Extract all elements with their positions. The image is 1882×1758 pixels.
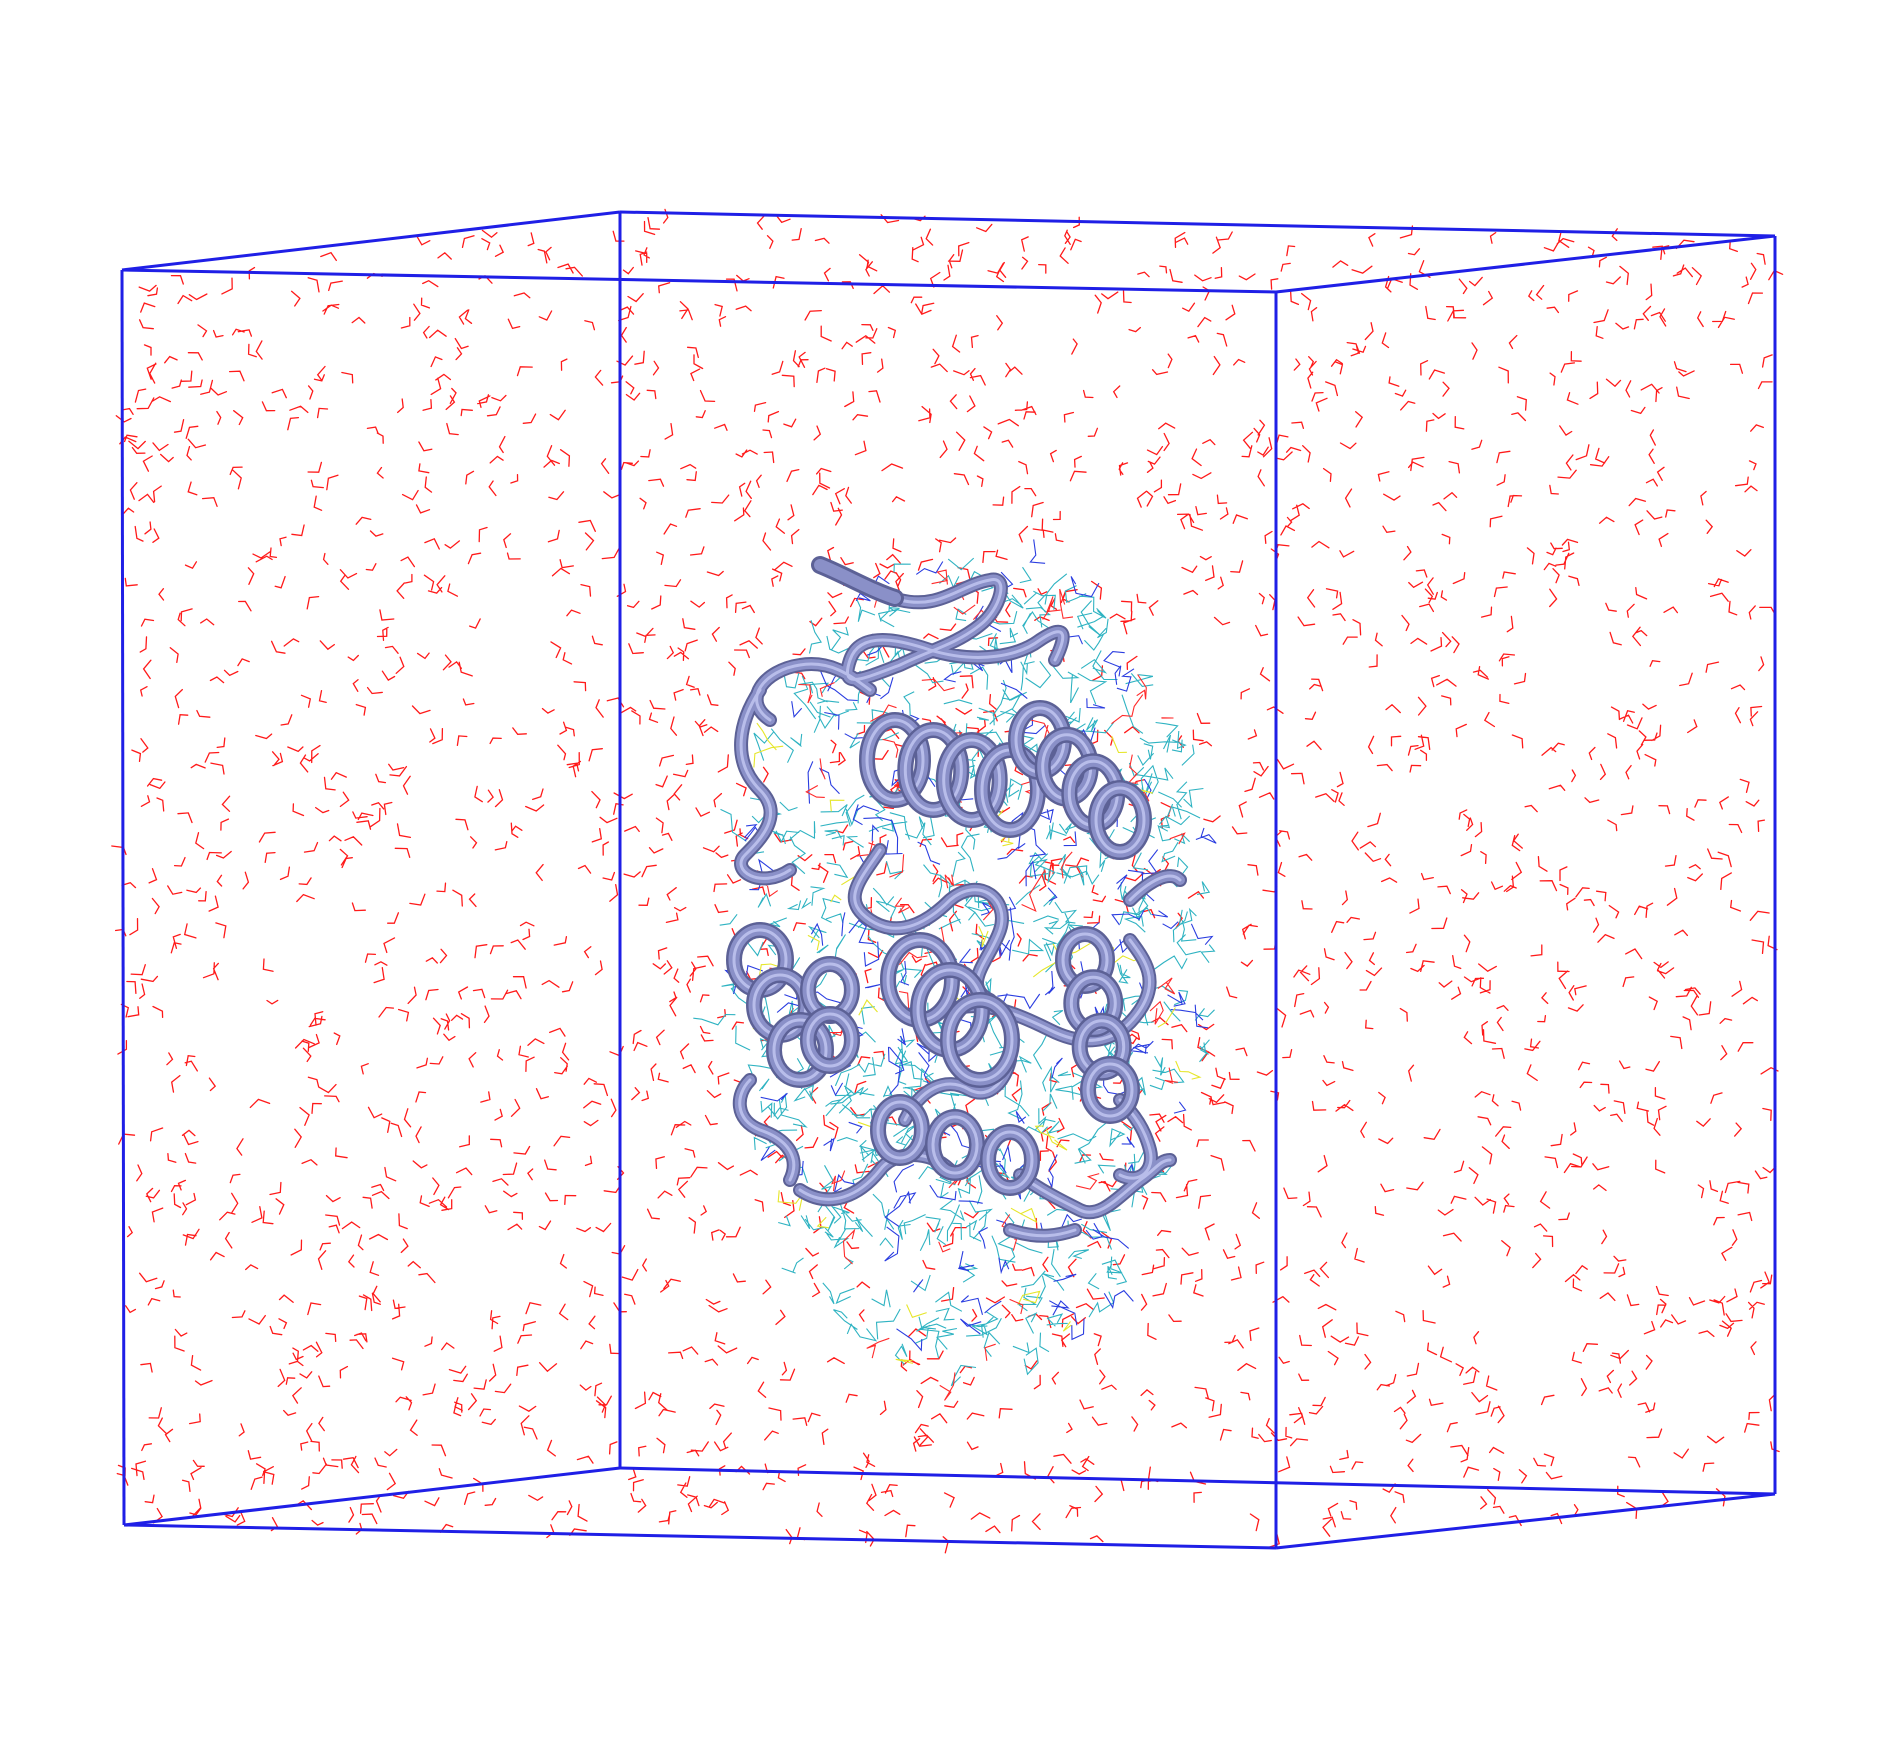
box-edge-8 bbox=[121, 210, 621, 272]
box-edge-0 bbox=[121, 268, 1277, 294]
box-edge-2 bbox=[123, 1523, 1277, 1550]
box-edge-6 bbox=[619, 1466, 1776, 1496]
helix-left-small bbox=[800, 956, 860, 1074]
box-edge-4 bbox=[619, 210, 1776, 238]
periodic-box bbox=[120, 210, 1777, 1550]
helix-bottom bbox=[870, 1094, 1040, 1196]
protein-ribbon bbox=[726, 556, 1187, 1243]
box-edge-11 bbox=[1275, 1492, 1776, 1550]
box-edge-3 bbox=[120, 269, 126, 1526]
box-edge-9 bbox=[1275, 234, 1776, 294]
helix-center bbox=[880, 932, 1020, 1088]
box-edge-10 bbox=[123, 1466, 621, 1527]
helix-upper-right bbox=[1008, 700, 1152, 860]
ribbon-loop-highlight bbox=[738, 563, 1182, 1238]
helix-right bbox=[1055, 926, 1140, 1124]
helix-upper-center bbox=[859, 712, 1046, 838]
ribbon-terminus bbox=[814, 559, 901, 604]
